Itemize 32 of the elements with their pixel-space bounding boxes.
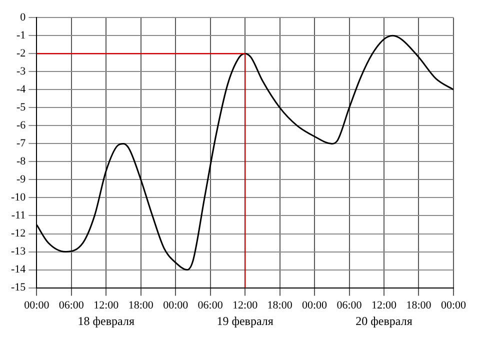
y-tick-label: -11 xyxy=(11,210,26,222)
x-tick-label: 12:00 xyxy=(371,299,398,312)
x-tick-label: 06:00 xyxy=(336,299,362,312)
y-tick-label: -13 xyxy=(10,246,26,258)
x-tick-label: 18:00 xyxy=(406,299,432,312)
y-tick-label: -2 xyxy=(16,48,26,60)
y-tick-label: -1 xyxy=(16,30,26,42)
y-tick-label: -4 xyxy=(16,84,26,96)
x-tick-label: 00:00 xyxy=(440,299,466,312)
y-tick-label: 0 xyxy=(20,11,26,24)
x-tick-label: 00:00 xyxy=(302,299,328,312)
text: 19 февраля xyxy=(216,314,274,328)
x-tick-label: 18:00 xyxy=(128,299,154,312)
y-tick-label: -9 xyxy=(16,174,26,186)
y-tick-label: -15 xyxy=(10,282,26,294)
x-tick-label: 06:00 xyxy=(58,299,84,312)
y-tick-label: -10 xyxy=(10,192,26,204)
text: 20 февраля xyxy=(356,314,413,328)
y-tick-label: -12 xyxy=(10,228,26,240)
y-tick-label: -3 xyxy=(16,66,26,78)
x-tick-label: 06:00 xyxy=(198,299,224,312)
x-tick-label: 12:00 xyxy=(232,299,258,312)
x-tick-label: 12:00 xyxy=(94,299,120,312)
x-tick-label: 00:00 xyxy=(163,299,189,312)
y-tick-label: -7 xyxy=(16,138,26,150)
y-tick-label: -14 xyxy=(10,264,26,276)
y-tick-label: -5 xyxy=(16,102,26,114)
y-tick-label: -8 xyxy=(16,156,26,168)
x-tick-label: 00:00 xyxy=(24,299,50,312)
x-tick-label: 18:00 xyxy=(267,299,293,312)
text: 18 февраля xyxy=(78,314,135,328)
y-tick-label: -6 xyxy=(16,120,26,132)
